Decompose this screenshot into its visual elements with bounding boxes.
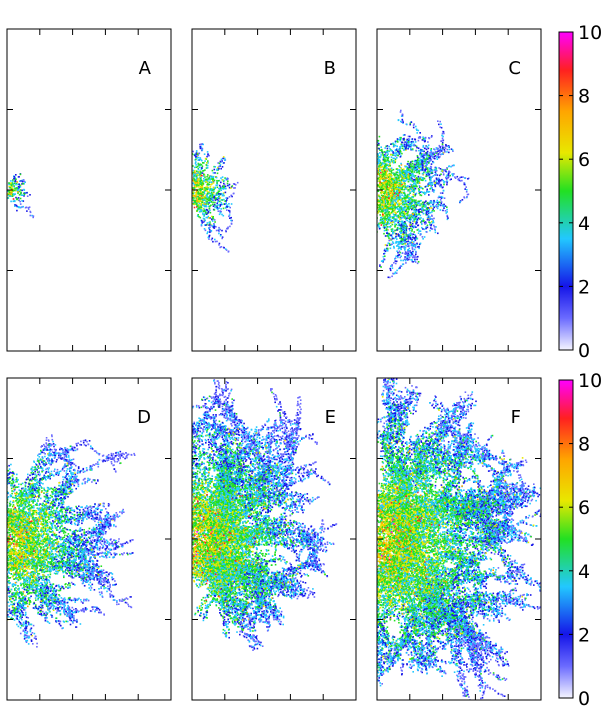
panel-e: E (191, 377, 357, 701)
colorbar-frame (558, 379, 574, 699)
cluster-a (7, 173, 35, 219)
cluster-d (7, 434, 136, 648)
panel-label-b: B (324, 58, 336, 79)
cluster-b (192, 143, 239, 253)
panel-c: C (376, 28, 542, 352)
colorbar-1: 10 8 6 4 2 0 (558, 22, 602, 362)
panel-label-e: E (325, 407, 336, 428)
colorbar-tick-label: 2 (578, 624, 590, 646)
colorbar-tick-label: 0 (578, 340, 590, 362)
colorbar-2: 10 8 6 4 2 0 (558, 370, 602, 710)
colorbar-tick-label: 6 (578, 497, 590, 519)
panel-label-a: A (139, 58, 152, 79)
colorbar-tick-label: 6 (578, 149, 590, 171)
colorbar-gradient (559, 380, 573, 698)
panel-b: B (191, 28, 357, 352)
panel-f: F (376, 377, 542, 701)
cluster-f (377, 378, 541, 700)
panel-d: D (6, 377, 172, 701)
colorbar-tick-label: 4 (578, 561, 590, 583)
panels-group: A B C D E F (6, 28, 542, 701)
cluster-e (192, 378, 338, 651)
colorbar-tick-label: 0 (578, 688, 590, 710)
colorbar-tick-label: 8 (578, 86, 590, 108)
colorbar-frame (558, 31, 574, 351)
colorbar-gradient (559, 32, 573, 350)
panel-a: A (6, 28, 172, 352)
colorbar-tick-label: 4 (578, 213, 590, 235)
colorbar-tick-label: 8 (578, 434, 590, 456)
panel-label-d: D (137, 407, 151, 428)
panel-label-c: C (508, 58, 521, 79)
cluster-c (377, 109, 470, 279)
colorbar-tick-label: 10 (578, 22, 602, 44)
panel-label-f: F (511, 407, 521, 428)
colorbar-tick-label: 2 (578, 276, 590, 298)
colorbars-group: 10 8 6 4 2 0 10 8 6 4 2 0 (558, 22, 602, 710)
colorbar-tick-label: 10 (578, 370, 602, 392)
